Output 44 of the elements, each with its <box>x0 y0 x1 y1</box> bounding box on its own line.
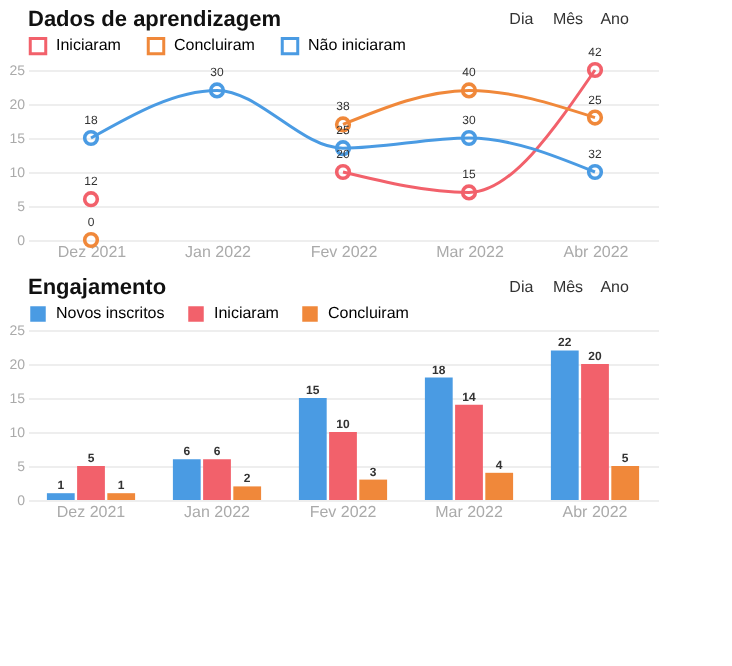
x-tick-label: Fev 2022 <box>310 243 379 261</box>
chart-title: Engajamento <box>28 276 167 300</box>
text: Mês <box>552 10 584 28</box>
x-tick-label: Mar 2022 <box>435 503 504 521</box>
bar <box>424 377 453 500</box>
x-tick-label: Jan 2022 <box>185 243 253 261</box>
bar <box>329 432 357 500</box>
x-tick-label: Fev 2022 <box>309 503 378 521</box>
bar <box>359 479 388 500</box>
legend-label: Novos inscritos <box>56 304 165 322</box>
x-tick-label: Jan 2022 <box>184 503 252 521</box>
point <box>460 82 478 99</box>
point <box>460 184 478 201</box>
legend-label: Iniciaram <box>56 36 122 55</box>
bar <box>233 486 262 500</box>
point <box>334 163 352 181</box>
bar <box>107 493 136 500</box>
point <box>208 82 226 99</box>
text: Ano <box>600 278 630 296</box>
point <box>460 129 478 147</box>
bar <box>46 493 75 500</box>
x-tick-label: Abr 2022 <box>563 243 630 261</box>
bar <box>581 364 609 500</box>
bar <box>455 404 483 500</box>
x-tick-label: Mar 2022 <box>436 243 505 261</box>
legend-label: Concluiram <box>328 304 410 322</box>
text: Ano <box>600 10 630 28</box>
bar <box>203 459 231 500</box>
bar <box>298 398 327 500</box>
x-tick-label: Abr 2022 <box>562 503 629 521</box>
legend-label: Não iniciaram <box>308 36 407 55</box>
x-tick-label: Dez 2021 <box>57 243 128 261</box>
bar <box>611 466 640 500</box>
bar <box>77 466 105 500</box>
bar <box>485 472 514 500</box>
legend-label: Concluiram <box>174 36 256 55</box>
chart-title: Dados de aprendizagem <box>28 8 282 32</box>
bar <box>172 459 201 500</box>
bar <box>550 350 579 500</box>
text: Dia <box>509 278 535 296</box>
legend-label: Iniciaram <box>214 304 280 322</box>
text: Dia <box>509 10 535 28</box>
text: Mês <box>552 278 584 296</box>
x-tick-label: Dez 2021 <box>56 503 127 521</box>
